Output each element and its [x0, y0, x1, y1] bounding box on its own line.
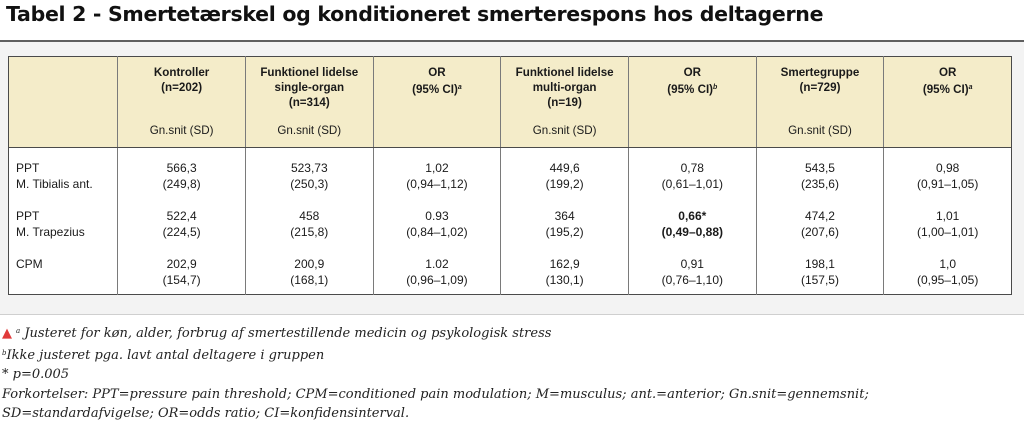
table-cell: 523,73 (250,3) — [245, 147, 374, 198]
table-title: Tabel 2 - Smertetærskel og konditioneret… — [6, 2, 824, 26]
footnote-a: ▲ a Justeret for køn, alder, forbrug af s… — [2, 322, 1022, 344]
triangle-marker-icon: ▲ — [2, 326, 12, 341]
table-cell: 0,78 (0,61–1,01) — [628, 147, 757, 198]
footnote-star: * p=0.005 — [2, 367, 70, 382]
table-cell: 543,5 (235,6) — [756, 147, 885, 198]
table-row: CPM 202,9 (154,7) 200,9 (168,1) 1.02 (0,96–… — [8, 246, 1012, 295]
table-cell: 1.02 (0,96–1,09) — [373, 246, 502, 295]
header-multi-organ: Funktionel lidelse multi-organ (n=19) Gn.… — [500, 56, 629, 148]
header-or-a-2: OR (95% CI)a — [883, 56, 1012, 148]
abbreviations-line-1: Forkortelser: PPT=pressure pain threshol… — [2, 386, 869, 402]
table-cell: 202,9 (154,7) — [117, 246, 246, 295]
abbreviations-line-2: SD=standardafvigelse; OR=odds ratio; CI=… — [2, 406, 410, 421]
header-row: Kontroller (n=202) Gn.snit (SD) Funktione… — [8, 56, 1012, 148]
footnote-marker: a — [968, 84, 973, 91]
header-label: Kontroller (n=202) — [153, 66, 210, 94]
header-label: Funktionel lidelse single-organ (n=314) — [260, 66, 359, 109]
header-sub: Gn.snit (SD) — [532, 124, 597, 137]
row-label: PPT M. Trapezius — [8, 198, 119, 246]
header-sub: Gn.snit (SD) — [788, 124, 852, 137]
table-cell: 1,01 (1,00–1,01) — [916, 209, 979, 239]
table-cell: 198,1 (157,5) — [756, 246, 885, 295]
footnote-marker: a — [457, 84, 462, 91]
header-label: OR (95% CI)a — [922, 66, 973, 96]
table-panel: Kontroller (n=202) Gn.snit (SD) Funktione… — [0, 42, 1024, 315]
table-cell: 162,9 (130,1) — [500, 246, 629, 295]
header-label-column — [8, 56, 119, 148]
footnotes: ▲ a Justeret for køn, alder, forbrug af s… — [2, 322, 1022, 424]
results-table: Kontroller (n=202) Gn.snit (SD) Funktione… — [8, 56, 1012, 295]
table-cell: 522,4 (224,5) — [117, 198, 246, 246]
table-row: PPT M. Tibialis ant. 566,3 (249,8) 523,73(… — [8, 147, 1012, 198]
header-label: OR (95% CI)a — [412, 66, 462, 96]
header-sub: Gn.snit (SD) — [149, 124, 214, 137]
header-or-b: OR (95% CI)b — [628, 56, 757, 148]
table-cell: 0,98 (0,91–1,05) — [916, 161, 979, 191]
title-divider — [0, 40, 1024, 42]
table-cell: 474,2 (207,6) — [756, 198, 885, 246]
table-cell: 449,6 (199,2) — [500, 147, 629, 198]
row-label: PPT M. Tibialis ant. — [8, 147, 119, 198]
table-cell: 0.93 (0,84–1,02) — [373, 198, 502, 246]
table-cell: 1,0 (0,95–1,05) — [916, 257, 979, 287]
footnote-marker: b — [713, 84, 718, 91]
header-label: OR (95% CI)b — [667, 66, 718, 96]
header-smertegruppe: Smertegruppe (n=729) Gn.snit (SD) — [756, 56, 885, 148]
table-cell: 458 (215,8) — [245, 198, 374, 246]
table-cell: 566,3 (249,8) — [117, 147, 246, 198]
footnote-marker: a — [16, 327, 21, 335]
footnote-text: Ikke justeret pga. lavt antal deltagere … — [6, 347, 325, 363]
row-label: CPM — [8, 246, 119, 295]
table-cell: 364 (195,2) — [500, 198, 629, 246]
table-cell: 0,91 (0,76–1,10) — [628, 246, 757, 295]
table-cell: 1,02 (0,94–1,12) — [373, 147, 502, 198]
footnote-b: bIkke justeret pga. lavt antal deltagere… — [2, 344, 1022, 366]
footnote-text: Justeret for køn, alder, forbrug af smer… — [24, 326, 552, 341]
header-or-a-1: OR (95% CI)a — [373, 56, 502, 148]
table-cell-significant: 0,66* (0,49–0,88) — [628, 198, 757, 246]
footnote-marker: b — [2, 348, 7, 357]
header-single-organ: Funktionel lidelse single-organ (n=314) G… — [245, 56, 374, 148]
header-label: Funktionel lidelse multi-organ (n=19) — [515, 66, 614, 109]
header-sub: Gn.snit (SD) — [277, 124, 342, 137]
table-row: PPT M. Trapezius 522,4 (224,5) 458 (215,8) … — [8, 198, 1012, 246]
header-label: Smertegruppe (n=729) — [780, 66, 860, 94]
header-kontroller: Kontroller (n=202) Gn.snit (SD) — [117, 56, 246, 148]
table-cell: 200,9 (168,1) — [245, 246, 374, 295]
